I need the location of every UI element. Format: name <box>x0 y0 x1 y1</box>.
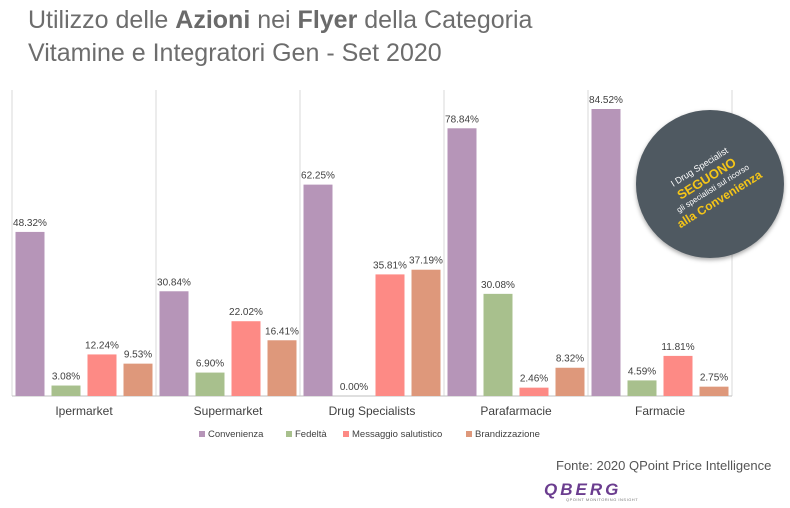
data-label: 22.02% <box>229 307 263 318</box>
chart-title-line2: Vitamine e Integratori Gen - Set 2020 <box>28 39 442 67</box>
bar-fedelt--0 <box>51 385 81 396</box>
bar-convenienza-3 <box>447 128 477 396</box>
bar-convenienza-0 <box>15 231 45 396</box>
data-label: 30.08% <box>481 280 515 291</box>
legend-swatch <box>199 431 205 437</box>
bar-brandizzazione-3 <box>555 367 585 396</box>
data-label: 78.84% <box>445 114 479 125</box>
legend-swatch <box>466 431 472 437</box>
bar-brandizzazione-4 <box>699 386 729 396</box>
bar-brandizzazione-2 <box>411 269 441 396</box>
data-label: 30.84% <box>157 277 191 288</box>
bar-fedelt--3 <box>483 293 513 396</box>
data-label: 3.08% <box>52 372 80 383</box>
category-label: Supermarket <box>194 404 263 418</box>
data-label: 62.25% <box>301 171 335 182</box>
bar-messaggio-salutistico-3 <box>519 387 549 396</box>
bar-convenienza-4 <box>591 109 621 396</box>
bar-brandizzazione-1 <box>267 340 297 396</box>
legend-label: Fedeltà <box>295 429 327 440</box>
category-label: Parafarmacie <box>480 404 552 418</box>
category-label: Farmacie <box>635 404 685 418</box>
bar-messaggio-salutistico-0 <box>87 354 117 396</box>
data-label: 8.32% <box>556 354 584 365</box>
chart-title-line1: Utilizzo delle Azioni nei Flyer della Ca… <box>28 6 533 34</box>
legend-swatch <box>343 431 349 437</box>
bar-messaggio-salutistico-1 <box>231 321 261 396</box>
category-label: Drug Specialists <box>329 404 416 418</box>
legend-swatch <box>286 431 292 437</box>
bar-messaggio-salutistico-2 <box>375 274 405 396</box>
bar-messaggio-salutistico-4 <box>663 355 693 396</box>
data-label: 37.19% <box>409 256 443 267</box>
data-label: 35.81% <box>373 260 407 271</box>
data-label: 12.24% <box>85 340 119 351</box>
data-label: 16.41% <box>265 326 299 337</box>
callout-badge: I Drug Specialist SEGUONO gli specialist… <box>636 110 784 258</box>
data-label: 84.52% <box>589 95 623 106</box>
data-label: 9.53% <box>124 350 152 361</box>
data-label: 2.75% <box>700 373 728 384</box>
qberg-logo: QBERG QPOINT MONITORING INSIGHT <box>544 480 639 502</box>
data-label: 48.32% <box>13 218 47 229</box>
source-note: Fonte: 2020 QPoint Price Intelligence <box>556 458 772 473</box>
bar-brandizzazione-0 <box>123 363 153 396</box>
data-label: 6.90% <box>196 359 224 370</box>
legend-label: Messaggio salutistico <box>352 429 442 440</box>
data-label: 4.59% <box>628 366 656 377</box>
data-label: 2.46% <box>520 374 548 385</box>
legend-label: Brandizzazione <box>475 429 540 440</box>
bar-convenienza-2 <box>303 184 333 396</box>
bar-convenienza-1 <box>159 291 189 396</box>
category-label: Ipermarket <box>55 404 113 418</box>
bar-fedelt--1 <box>195 372 225 396</box>
legend-label: Convenienza <box>208 429 264 440</box>
data-label: 0.00% <box>340 382 368 393</box>
data-label: 11.81% <box>661 342 694 353</box>
bar-fedelt--4 <box>627 380 657 396</box>
